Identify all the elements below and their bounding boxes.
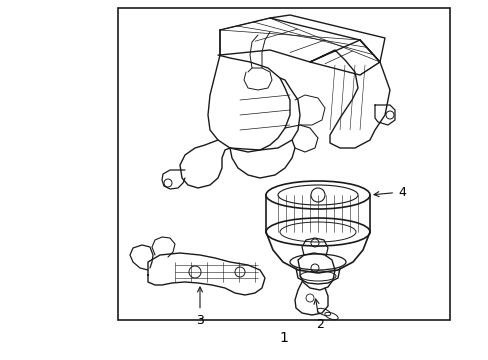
Text: 3: 3 [196, 287, 203, 327]
Text: 2: 2 [313, 299, 323, 332]
Bar [118, 8, 449, 320]
Text: 1: 1 [279, 331, 288, 345]
Text: 4: 4 [373, 185, 405, 198]
